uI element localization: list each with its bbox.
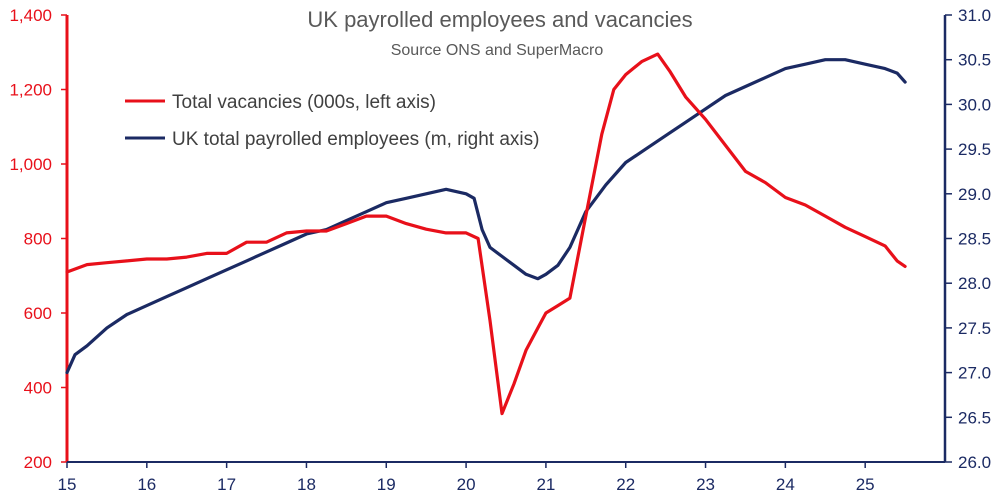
x-tick-label: 22 [616, 475, 635, 494]
series-line-employees [65, 58, 907, 375]
left-tick-label: 400 [24, 379, 52, 398]
left-tick-label: 1,000 [9, 155, 52, 174]
left-tick-label: 800 [24, 230, 52, 249]
right-tick-label: 28.5 [958, 230, 991, 249]
chart-subtitle: Source ONS and SuperMacro [391, 42, 604, 59]
right-tick-label: 30.5 [958, 51, 991, 70]
series-line-vacancies [65, 52, 907, 416]
left-tick-label: 200 [24, 453, 52, 472]
chart-title: UK payrolled employees and vacancies [307, 7, 692, 32]
x-tick-label: 17 [217, 475, 236, 494]
right-axis-ticks: 26.0 26.5 27.0 27.5 28.0 28.5 29.0 29.5 30.0 30.5… [945, 6, 991, 472]
right-tick-label: 28.0 [958, 274, 991, 293]
right-tick-label: 27.0 [958, 364, 991, 383]
x-tick-label: 19 [377, 475, 396, 494]
right-tick-label: 30.0 [958, 95, 991, 114]
legend-label-employees: UK total payrolled employees (m, right a… [172, 129, 539, 150]
legend: Total vacancies (000s, left axis) UK tot… [125, 92, 539, 150]
right-tick-label: 31.0 [958, 6, 991, 25]
right-tick-label: 27.5 [958, 319, 991, 338]
x-tick-label: 16 [137, 475, 156, 494]
right-tick-label: 26.5 [958, 408, 991, 427]
right-tick-label: 29.0 [958, 185, 991, 204]
series-layer [65, 52, 907, 416]
right-tick-label: 29.5 [958, 140, 991, 159]
legend-label-vacancies: Total vacancies (000s, left axis) [172, 92, 436, 113]
x-tick-label: 20 [457, 475, 476, 494]
left-tick-label: 1,200 [9, 81, 52, 100]
x-tick-label: 23 [696, 475, 715, 494]
x-axis-ticks: 15 16 17 18 19 20 21 22 23 24 25 [58, 462, 875, 494]
x-tick-label: 18 [297, 475, 316, 494]
right-tick-label: 26.0 [958, 453, 991, 472]
left-tick-label: 600 [24, 304, 52, 323]
x-tick-label: 24 [776, 475, 795, 494]
x-tick-label: 25 [856, 475, 875, 494]
x-tick-label: 21 [536, 475, 555, 494]
left-axis-ticks: 200 400 600 800 1,000 1,200 1,400 [9, 6, 67, 472]
x-tick-label: 15 [58, 475, 77, 494]
left-tick-label: 1,400 [9, 6, 52, 25]
